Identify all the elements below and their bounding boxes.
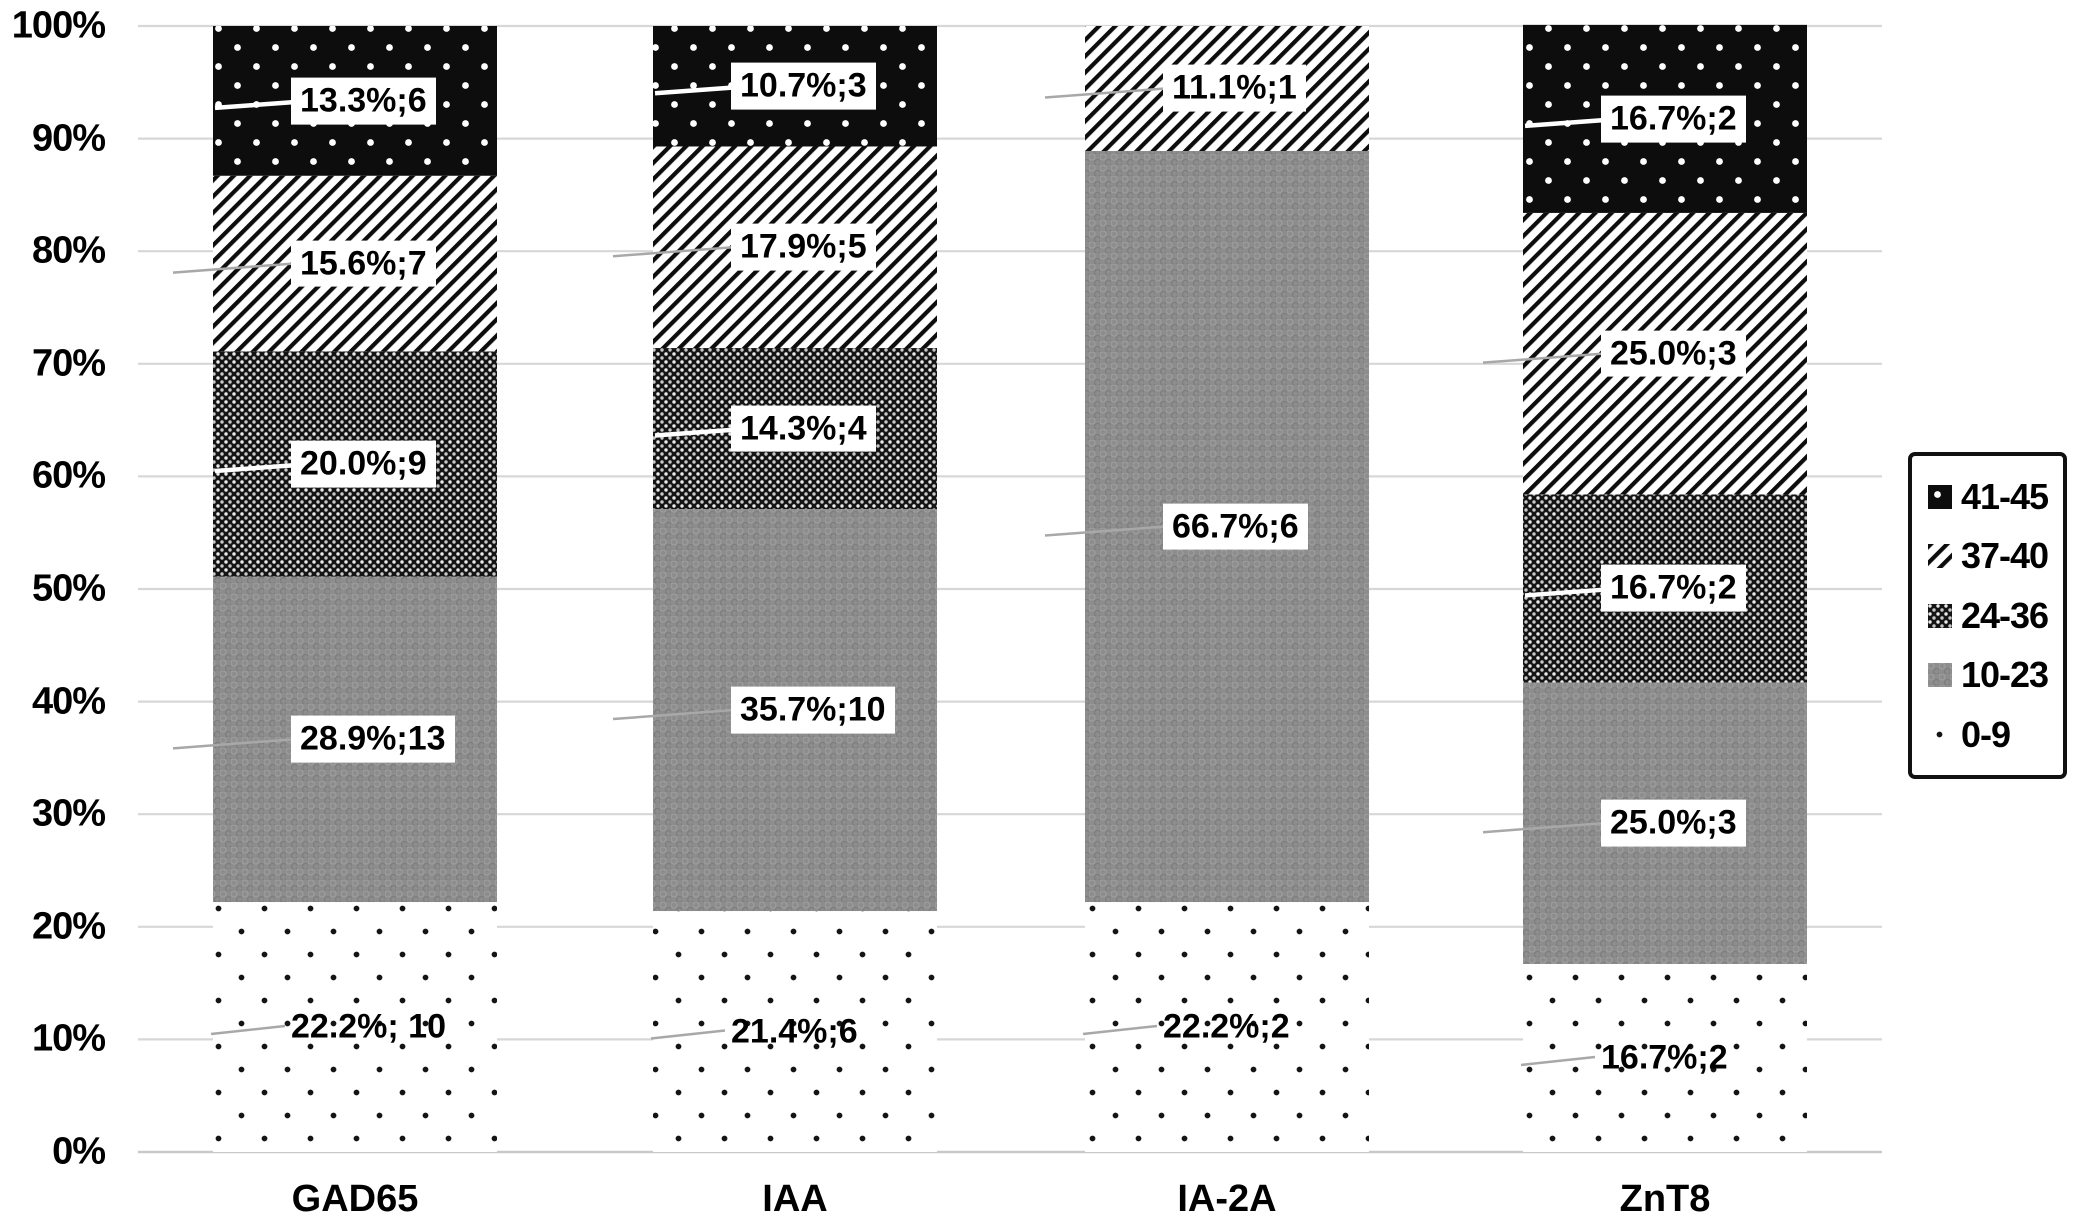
data-label-GAD65-41-45: 13.3%;6	[291, 77, 436, 125]
legend-label: 0-9	[1961, 713, 2011, 755]
data-label-ZnT8-0-9: 16.7%;2	[1601, 1038, 1728, 1077]
data-label-ZnT8-10-23: 25.0%;3	[1601, 799, 1746, 847]
data-label-ZnT8-24-36: 16.7%;2	[1601, 565, 1746, 612]
data-label-IAA-24-36: 14.3%;4	[731, 405, 876, 452]
legend-swatch-dense-weave-icon	[1928, 603, 1952, 628]
legend-item-41-45: 41-45	[1928, 476, 2063, 518]
data-label-IAA-37-40: 17.9%;5	[731, 223, 876, 271]
leader-line-GAD65-24-36	[214, 462, 298, 474]
bar-segment-GAD65-0-9	[213, 902, 497, 1152]
data-label-GAD65-37-40: 15.6%;7	[291, 240, 436, 287]
bar-segment-IA-2A-0-9	[1085, 902, 1369, 1152]
legend-label: 24-36	[1961, 594, 2049, 636]
x-axis-label-ZnT8: ZnT8	[1619, 1178, 1711, 1220]
bar-segment-ZnT8-0-9	[1523, 963, 1807, 1152]
data-label-IAA-41-45: 10.7%;3	[731, 62, 876, 110]
bars	[213, 24, 1807, 1152]
data-label-IA-2A-0-9: 22.2%;2	[1163, 1007, 1290, 1046]
leader-line-GAD65-41-45	[214, 99, 298, 111]
y-axis-tick-label-90%: 90%	[31, 117, 106, 160]
legend-label: 37-40	[1961, 535, 2049, 576]
y-axis-tick-label-20%: 20%	[31, 905, 106, 948]
leader-line-ZnT8-10-23	[1482, 821, 1604, 834]
legend-item-24-36: 24-36	[1928, 595, 2063, 637]
legend-label: 41-45	[1961, 475, 2049, 517]
legend-swatch-gray-texture-icon	[1928, 663, 1952, 687]
legend-label: 10-23	[1961, 654, 2049, 695]
data-label-ZnT8-37-40: 25.0%;3	[1601, 330, 1746, 378]
data-label-GAD65-0-9: 22.2%; 10	[291, 1007, 446, 1046]
legend-item-0-9: 0-9	[1928, 714, 2063, 756]
x-axis-label-GAD65: GAD65	[291, 1178, 419, 1220]
y-axis-tick-label-40%: 40%	[31, 680, 106, 723]
data-label-IAA-10-23: 35.7%;10	[731, 686, 895, 734]
data-label-IA-2A-37-40: 11.1%;1	[1163, 65, 1306, 112]
leader-line-IA-2A-37-40	[1044, 87, 1166, 99]
leader-line-GAD65-10-23	[172, 738, 294, 750]
x-axis-label-IA-2A: IA-2A	[1177, 1178, 1277, 1220]
leader-line-IAA-24-36	[654, 427, 738, 438]
y-axis-tick-label-100%: 100%	[11, 4, 106, 47]
leader-line-ZnT8-24-36	[1524, 587, 1608, 598]
leader-line-IAA-37-40	[612, 246, 734, 258]
leader-line-IA-2A-0-9	[1082, 1024, 1158, 1036]
y-axis-tick-label-70%: 70%	[31, 342, 106, 385]
data-label-GAD65-10-23: 28.9%;13	[291, 715, 455, 763]
legend: 41-45 37-40 24-36 10-23 0-9	[1908, 452, 2067, 779]
data-label-IAA-0-9: 21.4%;6	[731, 1012, 858, 1051]
x-axis-label-IAA: IAA	[762, 1178, 828, 1220]
data-label-ZnT8-41-45: 16.7%;2	[1601, 95, 1746, 143]
leader-line-ZnT8-41-45	[1524, 117, 1608, 129]
leader-line-IAA-0-9	[650, 1029, 726, 1040]
legend-swatch-black-dots-icon	[1928, 484, 1952, 509]
legend-swatch-sparse-dots-icon	[1928, 722, 1952, 747]
y-axis-tick-label-10%: 10%	[31, 1017, 106, 1060]
leader-lines	[172, 84, 1608, 1067]
leader-line-ZnT8-37-40	[1482, 352, 1604, 364]
y-axis-tick-label-0%: 0%	[52, 1130, 106, 1173]
data-label-IA-2A-10-23: 66.7%;6	[1163, 503, 1308, 550]
leader-line-ZnT8-0-9	[1520, 1055, 1596, 1067]
legend-item-37-40: 37-40	[1928, 535, 2063, 577]
leader-line-IA-2A-10-23	[1044, 525, 1166, 537]
bar-segment-IAA-0-9	[653, 911, 937, 1152]
legend-item-10-23: 10-23	[1928, 654, 2063, 696]
leader-line-GAD65-0-9	[210, 1024, 286, 1036]
y-axis-tick-label-50%: 50%	[31, 567, 106, 610]
y-axis-tick-label-60%: 60%	[31, 454, 106, 497]
y-axis-tick-label-80%: 80%	[31, 229, 106, 272]
y-axis-tick-label-30%: 30%	[31, 792, 106, 835]
leader-line-IAA-41-45	[654, 84, 738, 96]
legend-swatch-diagonal-hatch-icon	[1928, 544, 1952, 568]
data-label-GAD65-24-36: 20.0%;9	[291, 440, 436, 488]
leader-line-GAD65-37-40	[172, 262, 294, 274]
leader-line-IAA-10-23	[612, 708, 734, 721]
